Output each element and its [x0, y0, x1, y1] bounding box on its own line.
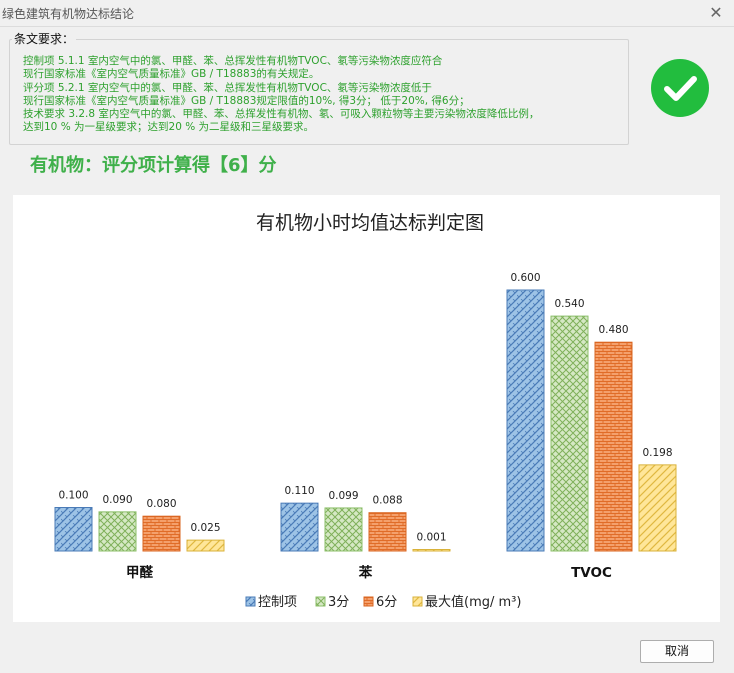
data-label: 0.088 — [372, 495, 402, 507]
bar-苯-控制项 — [280, 502, 319, 552]
score-headline: 有机物：评分项计算得【6】分 — [30, 155, 277, 176]
category-label: 甲醛 — [126, 564, 153, 581]
requirements-legend: 条文要求： — [12, 30, 77, 47]
bar-苯-3分 — [324, 507, 363, 552]
data-label: 0.198 — [642, 447, 672, 459]
legend-swatch — [412, 596, 423, 607]
legend-swatch — [363, 596, 374, 607]
chart-panel: 有机物小时均值达标判定图 0.100 0.090 0.080 0.025 甲醛 0.110… — [13, 195, 720, 622]
bar-TVOC-最大值(mg/ m³) — [638, 464, 677, 552]
data-label: 0.090 — [102, 494, 132, 506]
category-label: TVOC — [571, 565, 612, 581]
window-titlebar: 绿色建筑有机物达标结论 ✕ — [0, 0, 734, 27]
window-title: 绿色建筑有机物达标结论 — [2, 7, 135, 21]
chart-title: 有机物小时均值达标判定图 — [256, 212, 484, 234]
bar-chart: 有机物小时均值达标判定图 0.100 0.090 0.080 0.025 甲醛 0.110… — [54, 212, 677, 610]
cancel-button[interactable]: 取消 — [640, 640, 714, 663]
data-label: 0.001 — [416, 532, 446, 544]
bar-TVOC-3分 — [550, 315, 589, 552]
data-label: 0.540 — [554, 298, 584, 310]
data-label: 0.110 — [284, 485, 314, 497]
bottom-bar — [0, 628, 734, 673]
legend-swatch — [245, 596, 256, 607]
legend-swatch — [315, 596, 326, 607]
bar-苯-6分 — [368, 512, 407, 552]
bar-甲醛-6分 — [142, 515, 181, 552]
requirements-box — [9, 39, 629, 145]
legend-label: 控制项 — [258, 595, 297, 610]
requirement-line: 评分项 5.2.1 室内空气中的氯、甲醛、苯、总挥发性有机物TVOC、氡等污染物… — [23, 82, 432, 94]
data-label: 0.480 — [598, 324, 628, 336]
data-label: 0.600 — [510, 272, 540, 284]
bar-甲醛-3分 — [98, 511, 137, 552]
legend-label: 6分 — [376, 595, 397, 610]
data-label: 0.099 — [328, 490, 358, 502]
bar-甲醛-最大值(mg/ m³) — [186, 539, 225, 552]
check-circle-icon — [651, 59, 709, 117]
data-label: 0.080 — [146, 498, 176, 510]
requirement-line: 达到10 % 为一星级要求；达到20 % 为二星级和三星级要求。 — [23, 121, 315, 133]
legend-label: 3分 — [328, 595, 349, 610]
data-label: 0.025 — [190, 522, 220, 534]
close-icon[interactable]: ✕ — [709, 3, 723, 22]
legend-label: 最大值(mg/ m³) — [425, 594, 521, 610]
bar-甲醛-控制项 — [54, 507, 93, 552]
bar-苯-最大值(mg/ m³) — [412, 549, 451, 552]
requirement-line: 现行国家标准《室内空气质量标准》GB / T18883的有关规定。 — [23, 68, 320, 80]
bar-TVOC-6分 — [594, 341, 633, 552]
requirement-line: 现行国家标准《室内空气质量标准》GB / T18883规定限值的10%, 得3分… — [23, 95, 470, 107]
data-label: 0.100 — [58, 490, 88, 502]
requirement-line: 控制项 5.1.1 室内空气中的氯、甲醛、苯、总挥发性有机物TVOC、氡等污染物… — [23, 55, 443, 67]
requirement-line: 技术要求 3.2.8 室内空气中的氯、甲醛、苯、总挥发性有机物、氡、可吸入颗粒物… — [23, 108, 540, 120]
category-label: 苯 — [358, 564, 373, 581]
bar-TVOC-控制项 — [506, 289, 545, 552]
